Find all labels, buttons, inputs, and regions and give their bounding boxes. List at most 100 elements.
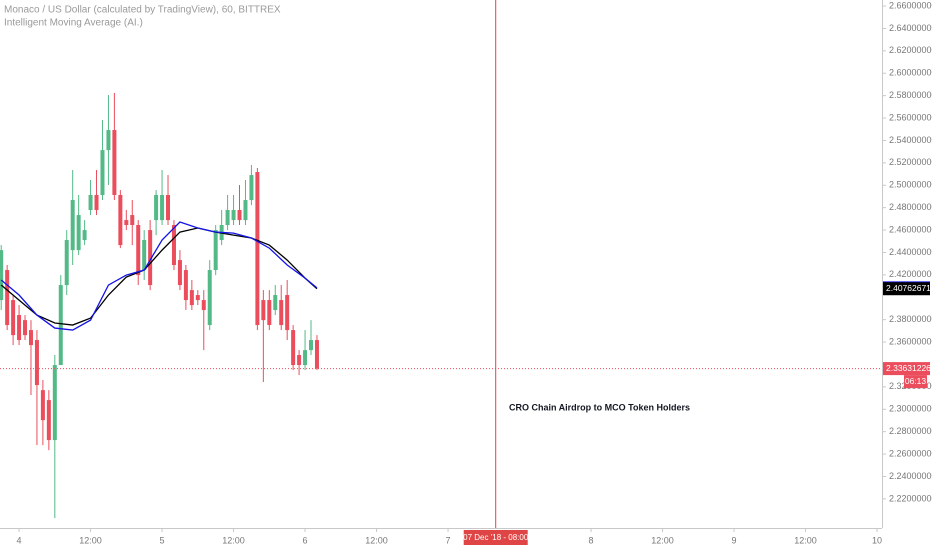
plot-area [0,0,880,528]
x-tick-label: 7 [446,535,451,545]
candle-body [5,270,10,326]
x-tick-label: 4 [17,535,22,545]
crosshair-label-bg [463,530,528,545]
candle-body [82,230,87,241]
x-tick-label: 5 [160,535,165,545]
x-tick-label: 12:00 [365,535,388,545]
price-label-bg [883,362,930,376]
candle-body [267,300,272,326]
y-tick-label: 2.28000000 [889,426,932,436]
candle-body [279,300,284,326]
y-tick-label: 2.62000000 [889,45,932,55]
indicator-line [0,227,318,326]
countdown-bg [904,375,927,389]
candle-body [40,390,45,421]
candle-body [28,330,33,346]
price-label: 2.33631226 [886,363,931,373]
candle-body [88,195,93,211]
candle-body [52,365,57,441]
candle-body [171,225,176,266]
candle-body [106,130,111,151]
candle-body [142,240,147,271]
candle-body [243,200,248,221]
candle-body [34,340,39,386]
candle-body [118,195,123,246]
y-tick-label: 2.58000000 [889,90,932,100]
countdown: 06:13 [905,376,927,386]
candle-body [177,260,182,286]
candle-body [154,195,159,221]
candle-body [249,175,254,201]
candle-body [225,210,230,226]
y-tick-label: 2.22000000 [889,493,932,503]
chart-title: Monaco / US Dollar (calculated by Tradin… [4,5,281,16]
crosshair-label: 07 Dec '18 - 08:00 [463,533,529,542]
axes: 2.22000000 2.24000000 2.26000000 2.28000000… [17,0,932,545]
candle-body [183,270,188,301]
candle-body [76,215,81,251]
candle-body [136,225,141,276]
candle-body [70,200,75,251]
candle-body [297,355,302,366]
candle-body [46,400,51,441]
x-tick-label: 9 [732,535,737,545]
x-tick-label: 12:00 [79,535,102,545]
candle-body [23,320,28,336]
y-tick-label: 2.48000000 [889,202,932,212]
x-tick-label: 6 [303,535,308,545]
candle-body [100,150,105,196]
x-tick-label: 12:00 [651,535,674,545]
y-tick-label: 2.24000000 [889,471,932,481]
y-tick-label: 2.54000000 [889,135,932,145]
x-tick-label: 10 [872,535,882,545]
candle-body [201,300,206,311]
indicator-title: Intelligent Moving Average (AI.) [4,18,143,29]
y-tick-label: 2.50000000 [889,180,932,190]
candle-body [303,350,308,366]
candle-body [148,230,153,286]
candle-body [291,330,296,366]
candle-body [285,295,290,331]
indicator-line [0,221,318,331]
y-tick-label: 2.52000000 [889,157,932,167]
x-tick-label: 12:00 [794,535,817,545]
candle-body [213,230,218,271]
price-label-bg [883,282,930,296]
y-tick-label: 2.64000000 [889,23,932,33]
x-tick-label: 12:00 [222,535,245,545]
annotation: CRO Chain Airdrop to MCO Token Holders [509,402,690,412]
candle-body [160,195,165,221]
candle-body [195,295,200,301]
candle-body [11,300,16,336]
candle-body [237,210,242,221]
y-tick-label: 2.56000000 [889,112,932,122]
y-tick-label: 2.46000000 [889,224,932,234]
y-tick-label: 2.60000000 [889,68,932,78]
y-tick-label: 2.26000000 [889,448,932,458]
candle-body [255,172,260,326]
candle-body [261,300,266,321]
candle-body [189,290,194,306]
candle-body [130,215,135,226]
y-tick-label: 2.30000000 [889,404,932,414]
y-tick-label: 2.44000000 [889,247,932,257]
candle-body [207,270,212,326]
y-tick-label: 2.38000000 [889,314,932,324]
candle-body [112,130,117,196]
candle-body [166,195,171,221]
candle-body [231,210,236,221]
candle-body [64,240,69,286]
candle-body [17,315,22,341]
price-label: 2.40762671 [886,283,931,293]
candle-body [314,340,319,369]
y-tick-label: 2.42000000 [889,269,932,279]
y-tick-label: 2.66000000 [889,0,932,10]
candle-body [94,195,99,211]
candle-body [309,340,314,351]
candle-body [58,285,63,366]
candle-body [124,220,129,226]
x-tick-label: 8 [589,535,594,545]
y-tick-label: 2.36000000 [889,336,932,346]
